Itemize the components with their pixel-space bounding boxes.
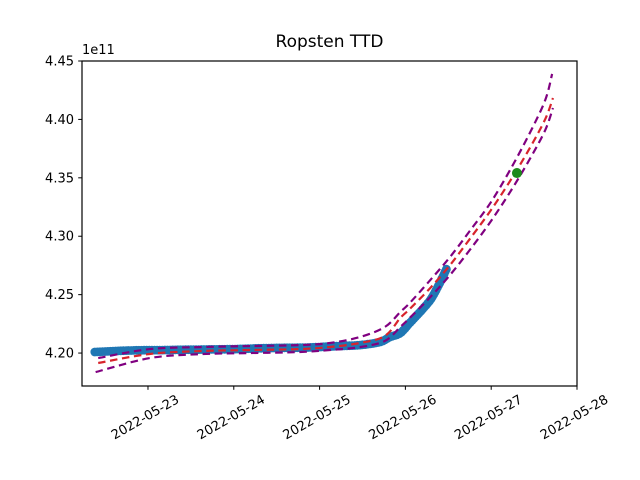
x-tick-label: 2022-05-27 bbox=[452, 392, 525, 443]
plot-border bbox=[81, 60, 578, 387]
x-tick-label: 2022-05-23 bbox=[109, 392, 182, 443]
target-point-marker bbox=[511, 168, 522, 179]
y-tick-label: 4.40 bbox=[45, 113, 74, 128]
y-tick-label: 4.20 bbox=[45, 347, 74, 362]
y-axis-ticks: 4.20 4.25 4.30 4.35 4.40 4.45 bbox=[45, 55, 82, 362]
lower-bound-line bbox=[95, 107, 555, 374]
upper-bound-line bbox=[98, 73, 554, 360]
x-tick-label: 2022-05-25 bbox=[281, 392, 354, 443]
x-tick-label: 2022-05-24 bbox=[195, 392, 268, 443]
y-tick-label: 4.30 bbox=[45, 230, 74, 245]
x-tick-label: 2022-05-28 bbox=[538, 392, 611, 443]
y-tick-label: 4.25 bbox=[45, 288, 74, 303]
fit-prediction-line bbox=[98, 97, 555, 365]
y-tick-label: 4.45 bbox=[45, 55, 74, 70]
series-layer bbox=[90, 73, 555, 374]
lower-bound-series bbox=[95, 107, 555, 374]
x-axis-ticks: 2022-05-23 2022-05-24 2022-05-25 2022-05-26… bbox=[109, 386, 611, 443]
upper-bound-series bbox=[98, 73, 554, 360]
y-tick-label: 4.35 bbox=[45, 171, 74, 186]
fit-prediction-series bbox=[98, 97, 555, 365]
chart-title: Ropsten TTD bbox=[276, 32, 384, 52]
y-axis-offset-label: 1e11 bbox=[82, 43, 115, 58]
x-tick-label: 2022-05-26 bbox=[366, 392, 439, 443]
target-point-series bbox=[511, 168, 522, 179]
observed-ttd-series bbox=[90, 264, 451, 357]
